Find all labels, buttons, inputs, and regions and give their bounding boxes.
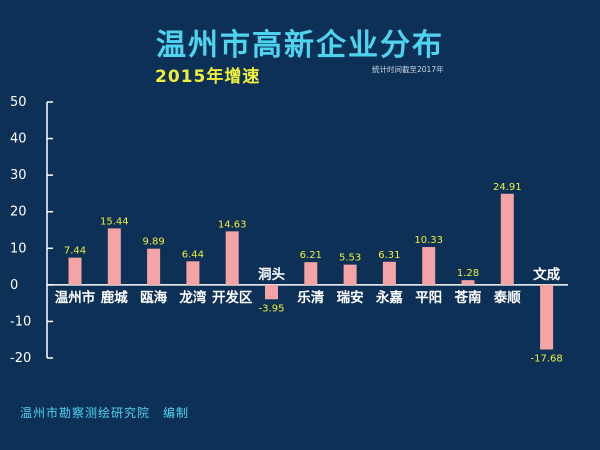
y-tick-label: 20 xyxy=(10,205,27,220)
data-label: 1.28 xyxy=(457,268,479,279)
bar xyxy=(186,261,200,285)
data-label: 14.63 xyxy=(218,219,247,230)
y-tick-label: 10 xyxy=(10,241,27,256)
category-label: 永嘉 xyxy=(376,289,403,306)
category-label: 开发区 xyxy=(212,289,253,306)
data-label: 24.91 xyxy=(493,182,522,193)
bar xyxy=(147,248,161,285)
bar xyxy=(304,262,318,285)
data-label: -3.95 xyxy=(259,303,285,314)
category-label: 文成 xyxy=(533,266,561,283)
bar xyxy=(107,228,121,285)
statistics-note: 统计时间截至2017年 xyxy=(372,65,444,74)
category-label: 鹿城 xyxy=(100,289,128,306)
data-label: 5.53 xyxy=(339,253,361,264)
data-label: 9.89 xyxy=(142,237,164,248)
bar xyxy=(343,264,357,285)
bar xyxy=(540,284,554,350)
category-label: 苍南 xyxy=(454,289,482,306)
data-label: 7.44 xyxy=(64,246,86,257)
bar xyxy=(461,280,475,285)
data-label: 6.21 xyxy=(300,250,322,261)
bar xyxy=(422,247,436,285)
bar xyxy=(225,231,239,285)
data-label: 15.44 xyxy=(100,216,129,227)
y-tick-label: 30 xyxy=(10,168,27,183)
category-label: 瑞安 xyxy=(337,289,364,306)
data-label: 6.44 xyxy=(182,249,204,260)
bar xyxy=(382,261,396,285)
category-label: 龙湾 xyxy=(178,289,206,306)
category-label: 温州市 xyxy=(55,289,96,306)
category-label: 泰顺 xyxy=(493,289,521,306)
y-tick-label: 40 xyxy=(10,132,27,147)
y-tick-label: 0 xyxy=(10,278,18,293)
category-label: 瓯海 xyxy=(140,289,167,306)
category-label: 平阳 xyxy=(415,290,442,306)
chart-title: 温州市高新企业分布 xyxy=(156,28,444,63)
y-tick-label: -20 xyxy=(10,351,31,366)
chart-subtitle: 2015年增速 xyxy=(155,67,261,87)
bar xyxy=(68,257,82,285)
bar xyxy=(500,193,514,285)
category-label: 乐清 xyxy=(297,289,324,306)
data-label: 6.31 xyxy=(378,250,400,261)
y-tick-label: -10 xyxy=(10,314,31,329)
y-tick-label: 50 xyxy=(10,95,27,110)
data-label: 10.33 xyxy=(414,235,443,246)
bar xyxy=(265,284,278,300)
category-label: 洞头 xyxy=(258,266,285,283)
data-label: -17.68 xyxy=(530,354,562,365)
credit-text: 温州市勘察测绘研究院 编制 xyxy=(20,406,190,420)
